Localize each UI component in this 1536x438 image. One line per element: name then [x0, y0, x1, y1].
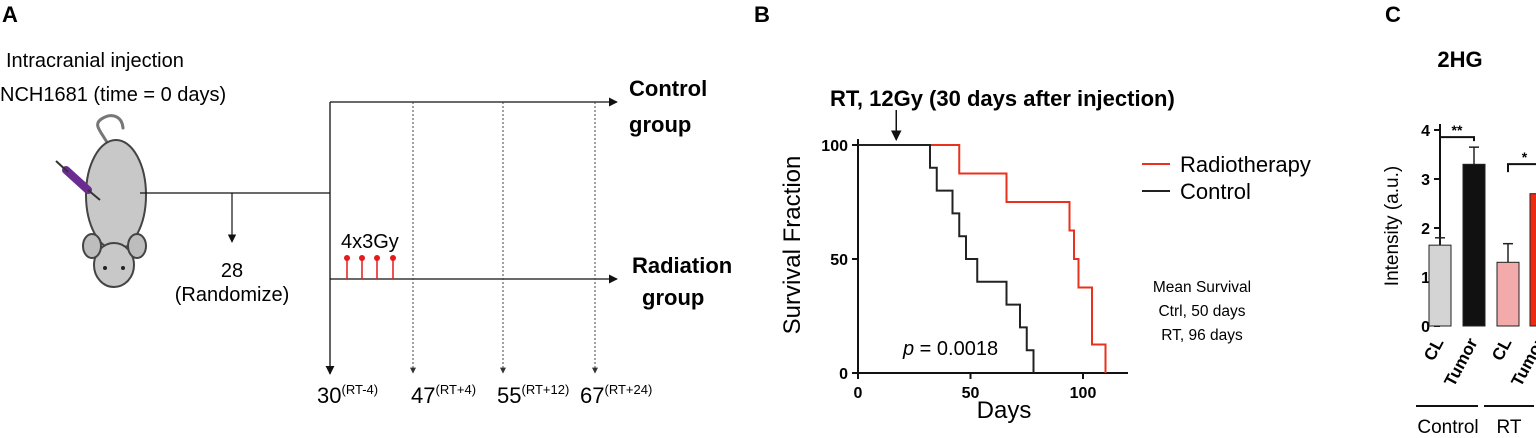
significance-label: **: [1452, 122, 1463, 138]
km-lines: [858, 144, 1107, 373]
panel-c-label: C: [1385, 2, 1401, 27]
timepoint-label: 47(RT+4): [411, 382, 476, 408]
timepoint-label: 30(RT-4): [317, 382, 378, 408]
dose-label: 4x3Gy: [341, 231, 399, 253]
panel-a: A Intracranial injection NCH1681 (time =…: [0, 2, 732, 408]
km-y-tick-label: 50: [830, 252, 848, 269]
bar-y-tick-label: 0: [1421, 319, 1430, 336]
injection-line1: Intracranial injection: [6, 50, 184, 72]
dose-marker: [344, 255, 350, 261]
control-group-line1: Control: [629, 76, 707, 101]
mouse-ear-left: [82, 233, 102, 259]
km-x-tick-label: 0: [854, 385, 863, 402]
randomize-day: 28: [221, 260, 243, 282]
mouse-eye-left: [103, 266, 107, 270]
group-label-control: Control: [1417, 417, 1478, 438]
radiation-group-line1: Radiation: [632, 253, 732, 278]
significance-label: *: [1522, 149, 1528, 165]
control-group-line2: group: [629, 112, 691, 137]
km-x-axis-label: Days: [977, 397, 1032, 424]
km-legend: Radiotherapy Control: [1142, 152, 1311, 204]
km-series-radiotherapy: [858, 144, 1107, 373]
bar-y-tick-label: 4: [1421, 123, 1430, 140]
bar-y-tick-label: 3: [1421, 172, 1430, 189]
legend-label-radiotherapy: Radiotherapy: [1180, 152, 1311, 177]
km-y-axis-label: Survival Fraction: [779, 156, 806, 335]
km-y-tick-label: 0: [839, 366, 848, 383]
km-x-tick-label: 100: [1070, 385, 1097, 402]
rt-annotation: RT, 12Gy (30 days after injection): [830, 86, 1175, 111]
mean-survival-title: Mean Survival: [1153, 279, 1251, 296]
bar-y-tick-label: 2: [1421, 221, 1430, 238]
km-y-tick-label: 100: [821, 138, 848, 155]
randomize-label: (Randomize): [175, 284, 289, 306]
syringe-needle: [87, 189, 101, 201]
mean-survival-ctrl: Ctrl, 50 days: [1158, 303, 1245, 320]
mouse-ear-right: [127, 233, 147, 259]
dose-marker: [374, 255, 380, 261]
bar-category-label: Tumor: [1441, 335, 1482, 390]
dose-marker: [359, 255, 365, 261]
syringe-plunger: [55, 160, 69, 173]
timepoint-label: 55(RT+12): [497, 382, 569, 408]
km-series-control: [858, 144, 1035, 373]
mouse-tail: [96, 114, 125, 146]
syringe-barrel: [62, 166, 92, 194]
injection-line2: NCH1681 (time = 0 days): [0, 84, 226, 106]
bar: [1428, 244, 1452, 327]
significance-bracket: [1507, 163, 1536, 173]
significance-bracket: [1439, 136, 1475, 146]
bar-marks: ***: [1428, 122, 1536, 327]
panel-b: B RT, 12Gy (30 days after injection) 0 50…: [754, 2, 1311, 424]
mean-survival-rt: RT, 96 days: [1161, 327, 1243, 344]
bar-y-tick-label: 1: [1421, 270, 1430, 287]
panel-b-label: B: [754, 2, 770, 27]
p-value-symbol: p: [902, 338, 914, 360]
bar: [1496, 261, 1520, 327]
p-value: p = 0.0018: [902, 338, 998, 360]
bar-chart-title: 2HG: [1437, 47, 1482, 72]
mouse-head: [93, 242, 135, 288]
p-value-text: = 0.0018: [914, 338, 998, 360]
group-label-rt: RT: [1497, 417, 1522, 438]
mouse-eye-right: [121, 266, 125, 270]
mouse-illustration: [55, 114, 147, 288]
radiation-group-line2: group: [642, 285, 704, 310]
dose-marker: [390, 255, 396, 261]
bar-category-label: CL: [1420, 335, 1447, 364]
km-x-tick-label: 50: [962, 385, 980, 402]
bar: [1462, 163, 1486, 327]
legend-label-control: Control: [1180, 179, 1251, 204]
dose-markers: [344, 255, 396, 279]
bar-category-label: CL: [1488, 335, 1515, 364]
bar-y-axis-label: Intensity (a.u.): [1382, 166, 1403, 286]
timepoint-label: 67(RT+24): [580, 382, 652, 408]
km-axes: 0 50 100 0 50 100: [821, 138, 1128, 402]
panel-a-label: A: [2, 2, 18, 27]
bar: [1529, 193, 1536, 327]
